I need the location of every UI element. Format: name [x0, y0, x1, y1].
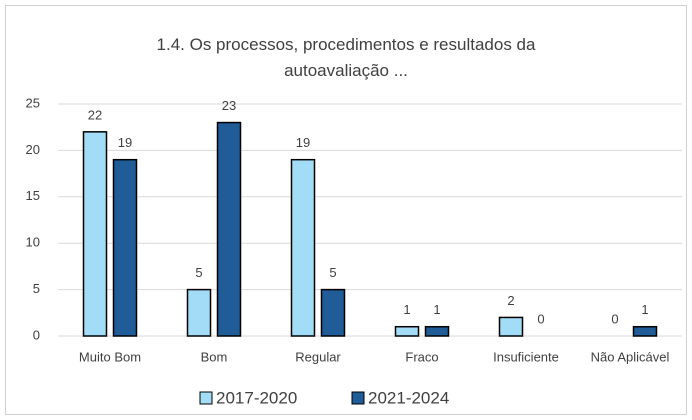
y-tick-label: 0 [33, 327, 40, 342]
bar [82, 131, 108, 337]
x-tick-label: Não Aplicável [591, 349, 670, 364]
y-tick-label: 15 [26, 188, 40, 203]
y-tick-label: 10 [26, 235, 40, 250]
chart-title: 1.4. Os processos, procedimentos e resul… [156, 35, 536, 80]
legend-swatch [351, 391, 365, 405]
bar [424, 325, 450, 337]
data-label: 1 [403, 302, 410, 317]
bar [394, 325, 420, 337]
legend-label: 2017-2020 [216, 388, 297, 407]
legend-swatch [199, 391, 213, 405]
data-label: 22 [88, 107, 102, 122]
x-tick-label: Regular [295, 349, 341, 364]
bar [216, 121, 242, 337]
x-tick-label: Bom [201, 349, 228, 364]
x-tick-label: Muito Bom [79, 349, 141, 364]
data-label: 0 [537, 311, 544, 326]
data-label: 1 [433, 302, 440, 317]
x-tick-label: Insuficiente [493, 349, 559, 364]
legend-label: 2021-2024 [368, 388, 449, 407]
data-label: 19 [296, 135, 310, 150]
bar [498, 316, 524, 337]
bar [320, 288, 346, 337]
bar [632, 325, 658, 337]
data-label: 1 [641, 302, 648, 317]
data-label: 5 [195, 265, 202, 280]
y-tick-label: 25 [26, 95, 40, 110]
x-tick-label: Fraco [405, 349, 438, 364]
data-label: 5 [329, 265, 336, 280]
data-label: 19 [118, 135, 132, 150]
y-tick-label: 20 [26, 142, 40, 157]
data-label: 23 [222, 98, 236, 113]
data-label: 2 [507, 293, 514, 308]
bar [186, 288, 212, 337]
bar [290, 158, 316, 337]
bar [112, 158, 138, 337]
y-tick-label: 5 [33, 281, 40, 296]
data-label: 0 [611, 311, 618, 326]
